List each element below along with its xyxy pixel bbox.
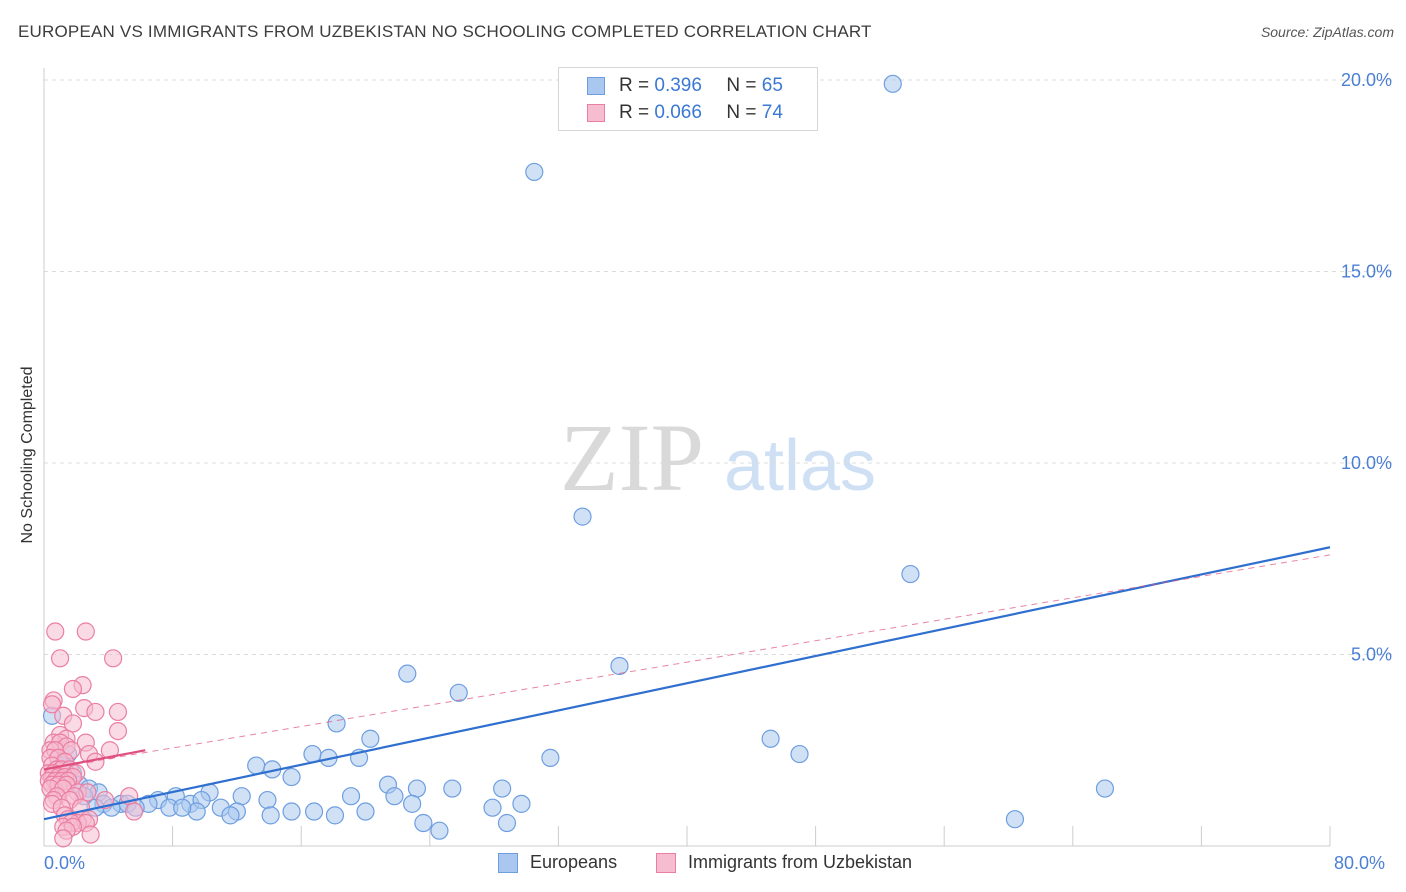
data-point-europeans (398, 664, 417, 683)
data-point-europeans (407, 779, 427, 798)
data-point-uzbekistan (104, 649, 123, 668)
legend-n-label: N = (726, 75, 757, 96)
data-point-europeans (303, 744, 322, 764)
y-tick-label: 5.0% (1351, 645, 1392, 665)
trend-line-uzbekistan-extended (43, 554, 1331, 770)
data-point-uzbekistan (81, 825, 100, 844)
y-tick-label: 10.0% (1341, 453, 1392, 473)
data-point-europeans (403, 794, 422, 813)
legend-r-label: R = (619, 75, 650, 96)
data-point-europeans (325, 806, 345, 825)
data-point-europeans (790, 744, 809, 764)
data-point-europeans (341, 787, 361, 806)
legend-r-label: R = (619, 102, 650, 123)
data-point-uzbekistan (63, 679, 83, 699)
legend-r-value-europeans: 0.396 (654, 75, 702, 96)
data-point-europeans (483, 798, 502, 817)
data-point-europeans (173, 798, 192, 817)
legend-row-uzbekistan: R = 0.066 N = 74 (587, 101, 783, 125)
x-tick-label-max: 80.0% (1334, 853, 1386, 873)
data-point-europeans (901, 564, 920, 584)
data-point-europeans (541, 748, 560, 768)
data-point-europeans (258, 790, 277, 810)
data-point-europeans (221, 806, 240, 825)
legend-swatch-europeans (587, 77, 605, 95)
x-tick-label-min: 0.0% (44, 853, 86, 873)
data-point-uzbekistan (76, 622, 95, 641)
legend-n-value-europeans: 65 (761, 75, 783, 96)
data-point-europeans (449, 683, 468, 702)
chart-title: EUROPEAN VS IMMIGRANTS FROM UZBEKISTAN N… (18, 22, 872, 41)
data-point-uzbekistan (54, 829, 73, 848)
data-point-europeans (493, 779, 512, 798)
data-point-uzbekistan (42, 695, 62, 714)
data-point-europeans (361, 729, 380, 748)
trend-line-europeans (43, 546, 1331, 821)
bottom-legend-swatch-uzbekistan (656, 852, 676, 873)
data-point-europeans (573, 507, 592, 526)
bottom-legend-uzbekistan: Immigrants from Uzbekistan (656, 852, 912, 873)
watermark-atlas: atlas (724, 426, 876, 506)
data-point-uzbekistan (124, 802, 144, 821)
data-point-europeans (327, 714, 346, 733)
legend-row-europeans: R = 0.396 N = 65 (587, 74, 783, 98)
data-point-europeans (232, 787, 251, 806)
data-point-europeans (883, 74, 902, 93)
bottom-legend-label-uzbekistan: Immigrants from Uzbekistan (688, 852, 913, 872)
source-credit: Source: ZipAtlas.com (1260, 24, 1394, 40)
data-point-europeans (1005, 810, 1025, 829)
stats-legend: R = 0.396 N = 65 R = 0.066 N = 74 (558, 67, 818, 131)
data-point-europeans (497, 813, 517, 833)
data-point-uzbekistan (108, 702, 128, 722)
data-point-europeans (1095, 779, 1115, 798)
data-point-europeans (512, 794, 531, 813)
legend-n-label: N = (726, 102, 757, 123)
data-point-europeans (304, 802, 324, 821)
bottom-legend-label-europeans: Europeans (530, 852, 618, 872)
data-point-europeans (282, 767, 301, 787)
data-point-europeans (385, 787, 404, 806)
data-point-europeans (282, 802, 301, 821)
data-point-uzbekistan (50, 649, 70, 668)
data-point-europeans (430, 821, 449, 840)
bottom-legend-swatch-europeans (498, 852, 518, 873)
data-point-europeans (443, 779, 462, 798)
data-point-europeans (261, 806, 280, 825)
bottom-legend-europeans: Europeans (498, 852, 617, 873)
data-point-uzbekistan (108, 721, 128, 741)
legend-n-value-uzbekistan: 74 (761, 102, 783, 123)
data-point-uzbekistan (46, 622, 65, 641)
data-point-europeans (414, 813, 433, 833)
trend-line-uzbekistan (43, 749, 146, 771)
watermark-zip: ZIP (560, 404, 704, 511)
data-point-europeans (761, 729, 780, 748)
y-tick-label: 15.0% (1341, 262, 1392, 282)
data-point-uzbekistan (63, 714, 83, 733)
data-point-europeans (356, 802, 375, 821)
data-point-europeans (610, 656, 629, 676)
data-point-uzbekistan (86, 702, 105, 722)
legend-r-value-uzbekistan: 0.066 (654, 102, 702, 123)
legend-swatch-uzbekistan (587, 104, 605, 122)
data-point-europeans (525, 162, 544, 182)
y-tick-label: 20.0% (1341, 70, 1392, 90)
data-point-europeans (247, 756, 266, 775)
